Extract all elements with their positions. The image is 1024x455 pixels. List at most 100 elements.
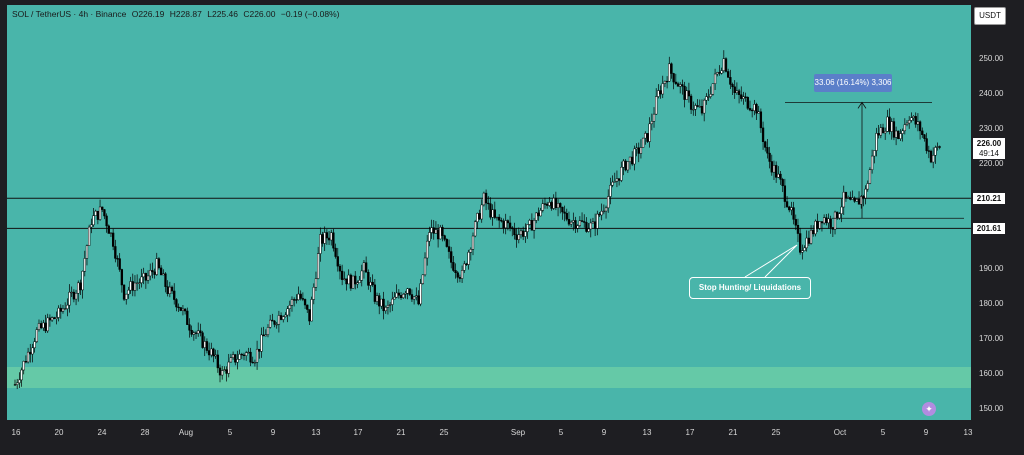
candle-body: [829, 218, 832, 228]
chart-plot-area[interactable]: [7, 5, 971, 420]
candle-body: [755, 104, 758, 114]
candle-body: [432, 227, 435, 234]
candle-body: [218, 367, 222, 376]
candle-body: [905, 122, 909, 125]
candle-body: [578, 220, 582, 226]
candle-body: [144, 273, 148, 281]
candle-body: [249, 351, 252, 363]
candle-body: [626, 161, 629, 171]
candle-body: [120, 269, 124, 286]
candle-body: [613, 181, 616, 183]
candle-body: [805, 237, 808, 249]
candle-body: [81, 270, 84, 291]
candle-body: [64, 308, 67, 310]
candle-body: [729, 77, 732, 85]
candle-body: [607, 196, 610, 209]
time-tick: Sep: [510, 428, 526, 437]
candle-body: [759, 111, 763, 129]
time-tick: 28: [140, 428, 150, 437]
candle-body: [214, 354, 217, 357]
price-axis[interactable]: [971, 5, 1024, 425]
candle-body: [183, 308, 187, 312]
candle-body: [454, 270, 457, 273]
candle-body: [705, 96, 708, 101]
candle-body: [528, 220, 531, 225]
candle-body: [812, 230, 815, 235]
tradingview-logo-icon[interactable]: ✦: [922, 402, 936, 416]
candle-body: [572, 220, 575, 223]
candle-body: [293, 299, 296, 301]
candle-body: [125, 293, 128, 300]
candle-body: [519, 230, 523, 235]
candle-body: [395, 292, 398, 298]
candle-body: [539, 210, 542, 217]
candle-body: [212, 348, 215, 357]
candle-body: [79, 282, 82, 291]
candle-body: [781, 179, 784, 187]
candle-body: [382, 298, 385, 312]
candle-body: [460, 270, 464, 279]
candle-body: [151, 270, 154, 273]
candle-body: [306, 304, 309, 310]
candle-body: [421, 274, 424, 284]
candle-body: [162, 273, 165, 276]
candle-body: [934, 147, 937, 156]
stop-hunting-callout[interactable]: Stop Hunting/ Liquidations: [689, 277, 811, 299]
candle-body: [319, 234, 322, 254]
candle-body: [88, 226, 91, 246]
price-tick: 150.00: [979, 404, 1004, 413]
candle-body: [622, 160, 625, 168]
candle-body: [580, 220, 584, 222]
candle-body: [13, 384, 17, 386]
candle-body: [301, 298, 305, 300]
symbol-label: SOL / TetherUS · 4h · Binance: [12, 9, 127, 19]
candle-body: [467, 251, 470, 265]
candle-body: [798, 233, 802, 253]
candle-body: [482, 192, 486, 206]
time-tick: 20: [54, 428, 64, 437]
candle-body: [886, 116, 889, 132]
candle-body: [386, 305, 390, 308]
candle-body: [456, 272, 459, 278]
candle-body: [450, 251, 453, 263]
candle-body: [820, 221, 824, 224]
price-tick: 240.00: [979, 89, 1004, 98]
candle-body: [310, 299, 313, 322]
candle-body: [790, 207, 793, 211]
level-upper-label: 210.21: [973, 193, 1005, 204]
price-range-measure-label[interactable]: 33.06 (16.14%) 3,306: [814, 74, 892, 92]
candle-body: [897, 130, 900, 139]
candle-body: [50, 317, 54, 321]
candle-body: [648, 123, 651, 142]
candle-body: [443, 235, 446, 240]
candle-body: [484, 192, 488, 204]
candle-body: [101, 206, 104, 210]
candle-body: [537, 212, 540, 217]
candle-body: [29, 351, 32, 355]
candle-body: [290, 299, 294, 306]
price-tick: 220.00: [979, 159, 1004, 168]
candle-body: [921, 130, 924, 135]
candle-body: [149, 270, 152, 277]
candle-body: [620, 166, 623, 181]
candle-body: [175, 299, 178, 308]
candle-body: [862, 196, 865, 199]
currency-button[interactable]: USDT: [974, 7, 1006, 25]
candle-body: [685, 90, 688, 100]
candle-body: [373, 284, 377, 302]
candle-body: [247, 351, 250, 354]
candle-body: [665, 80, 669, 83]
candle-body: [469, 249, 472, 253]
candle-body: [517, 234, 520, 240]
candle-body: [713, 73, 717, 84]
candle-body: [299, 293, 302, 299]
candle-body: [303, 299, 307, 306]
candle-body: [718, 72, 721, 74]
candle-body: [652, 113, 656, 122]
chart-svg[interactable]: [7, 5, 971, 420]
candle-body: [822, 217, 826, 224]
time-axis[interactable]: [0, 420, 1024, 455]
candle-body: [273, 320, 276, 325]
candle-body: [709, 93, 712, 97]
time-tick: 24: [97, 428, 107, 437]
